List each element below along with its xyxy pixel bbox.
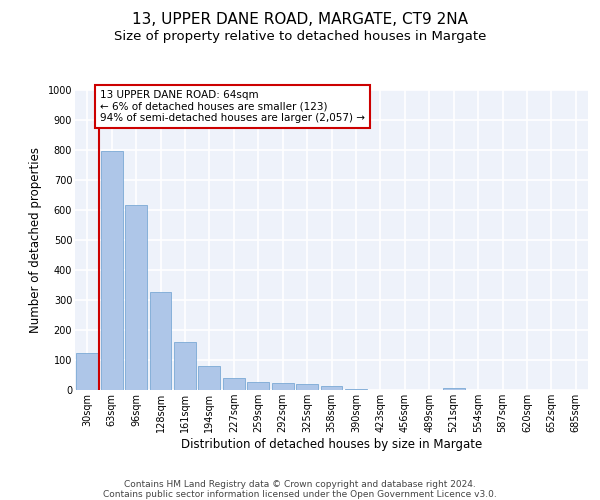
- Bar: [272, 383, 293, 390]
- Bar: [443, 388, 464, 390]
- Bar: [101, 151, 122, 390]
- Bar: [149, 292, 172, 390]
- Bar: [76, 354, 98, 390]
- X-axis label: Distribution of detached houses by size in Margate: Distribution of detached houses by size …: [181, 438, 482, 451]
- Bar: [125, 205, 147, 390]
- Text: Size of property relative to detached houses in Margate: Size of property relative to detached ho…: [114, 30, 486, 43]
- Bar: [223, 378, 245, 390]
- Bar: [345, 388, 367, 390]
- Y-axis label: Number of detached properties: Number of detached properties: [29, 147, 42, 333]
- Bar: [199, 366, 220, 390]
- Text: 13 UPPER DANE ROAD: 64sqm
← 6% of detached houses are smaller (123)
94% of semi-: 13 UPPER DANE ROAD: 64sqm ← 6% of detach…: [100, 90, 365, 123]
- Bar: [174, 342, 196, 390]
- Bar: [247, 382, 269, 390]
- Text: 13, UPPER DANE ROAD, MARGATE, CT9 2NA: 13, UPPER DANE ROAD, MARGATE, CT9 2NA: [132, 12, 468, 28]
- Text: Contains HM Land Registry data © Crown copyright and database right 2024.
Contai: Contains HM Land Registry data © Crown c…: [103, 480, 497, 499]
- Bar: [320, 386, 343, 390]
- Bar: [296, 384, 318, 390]
